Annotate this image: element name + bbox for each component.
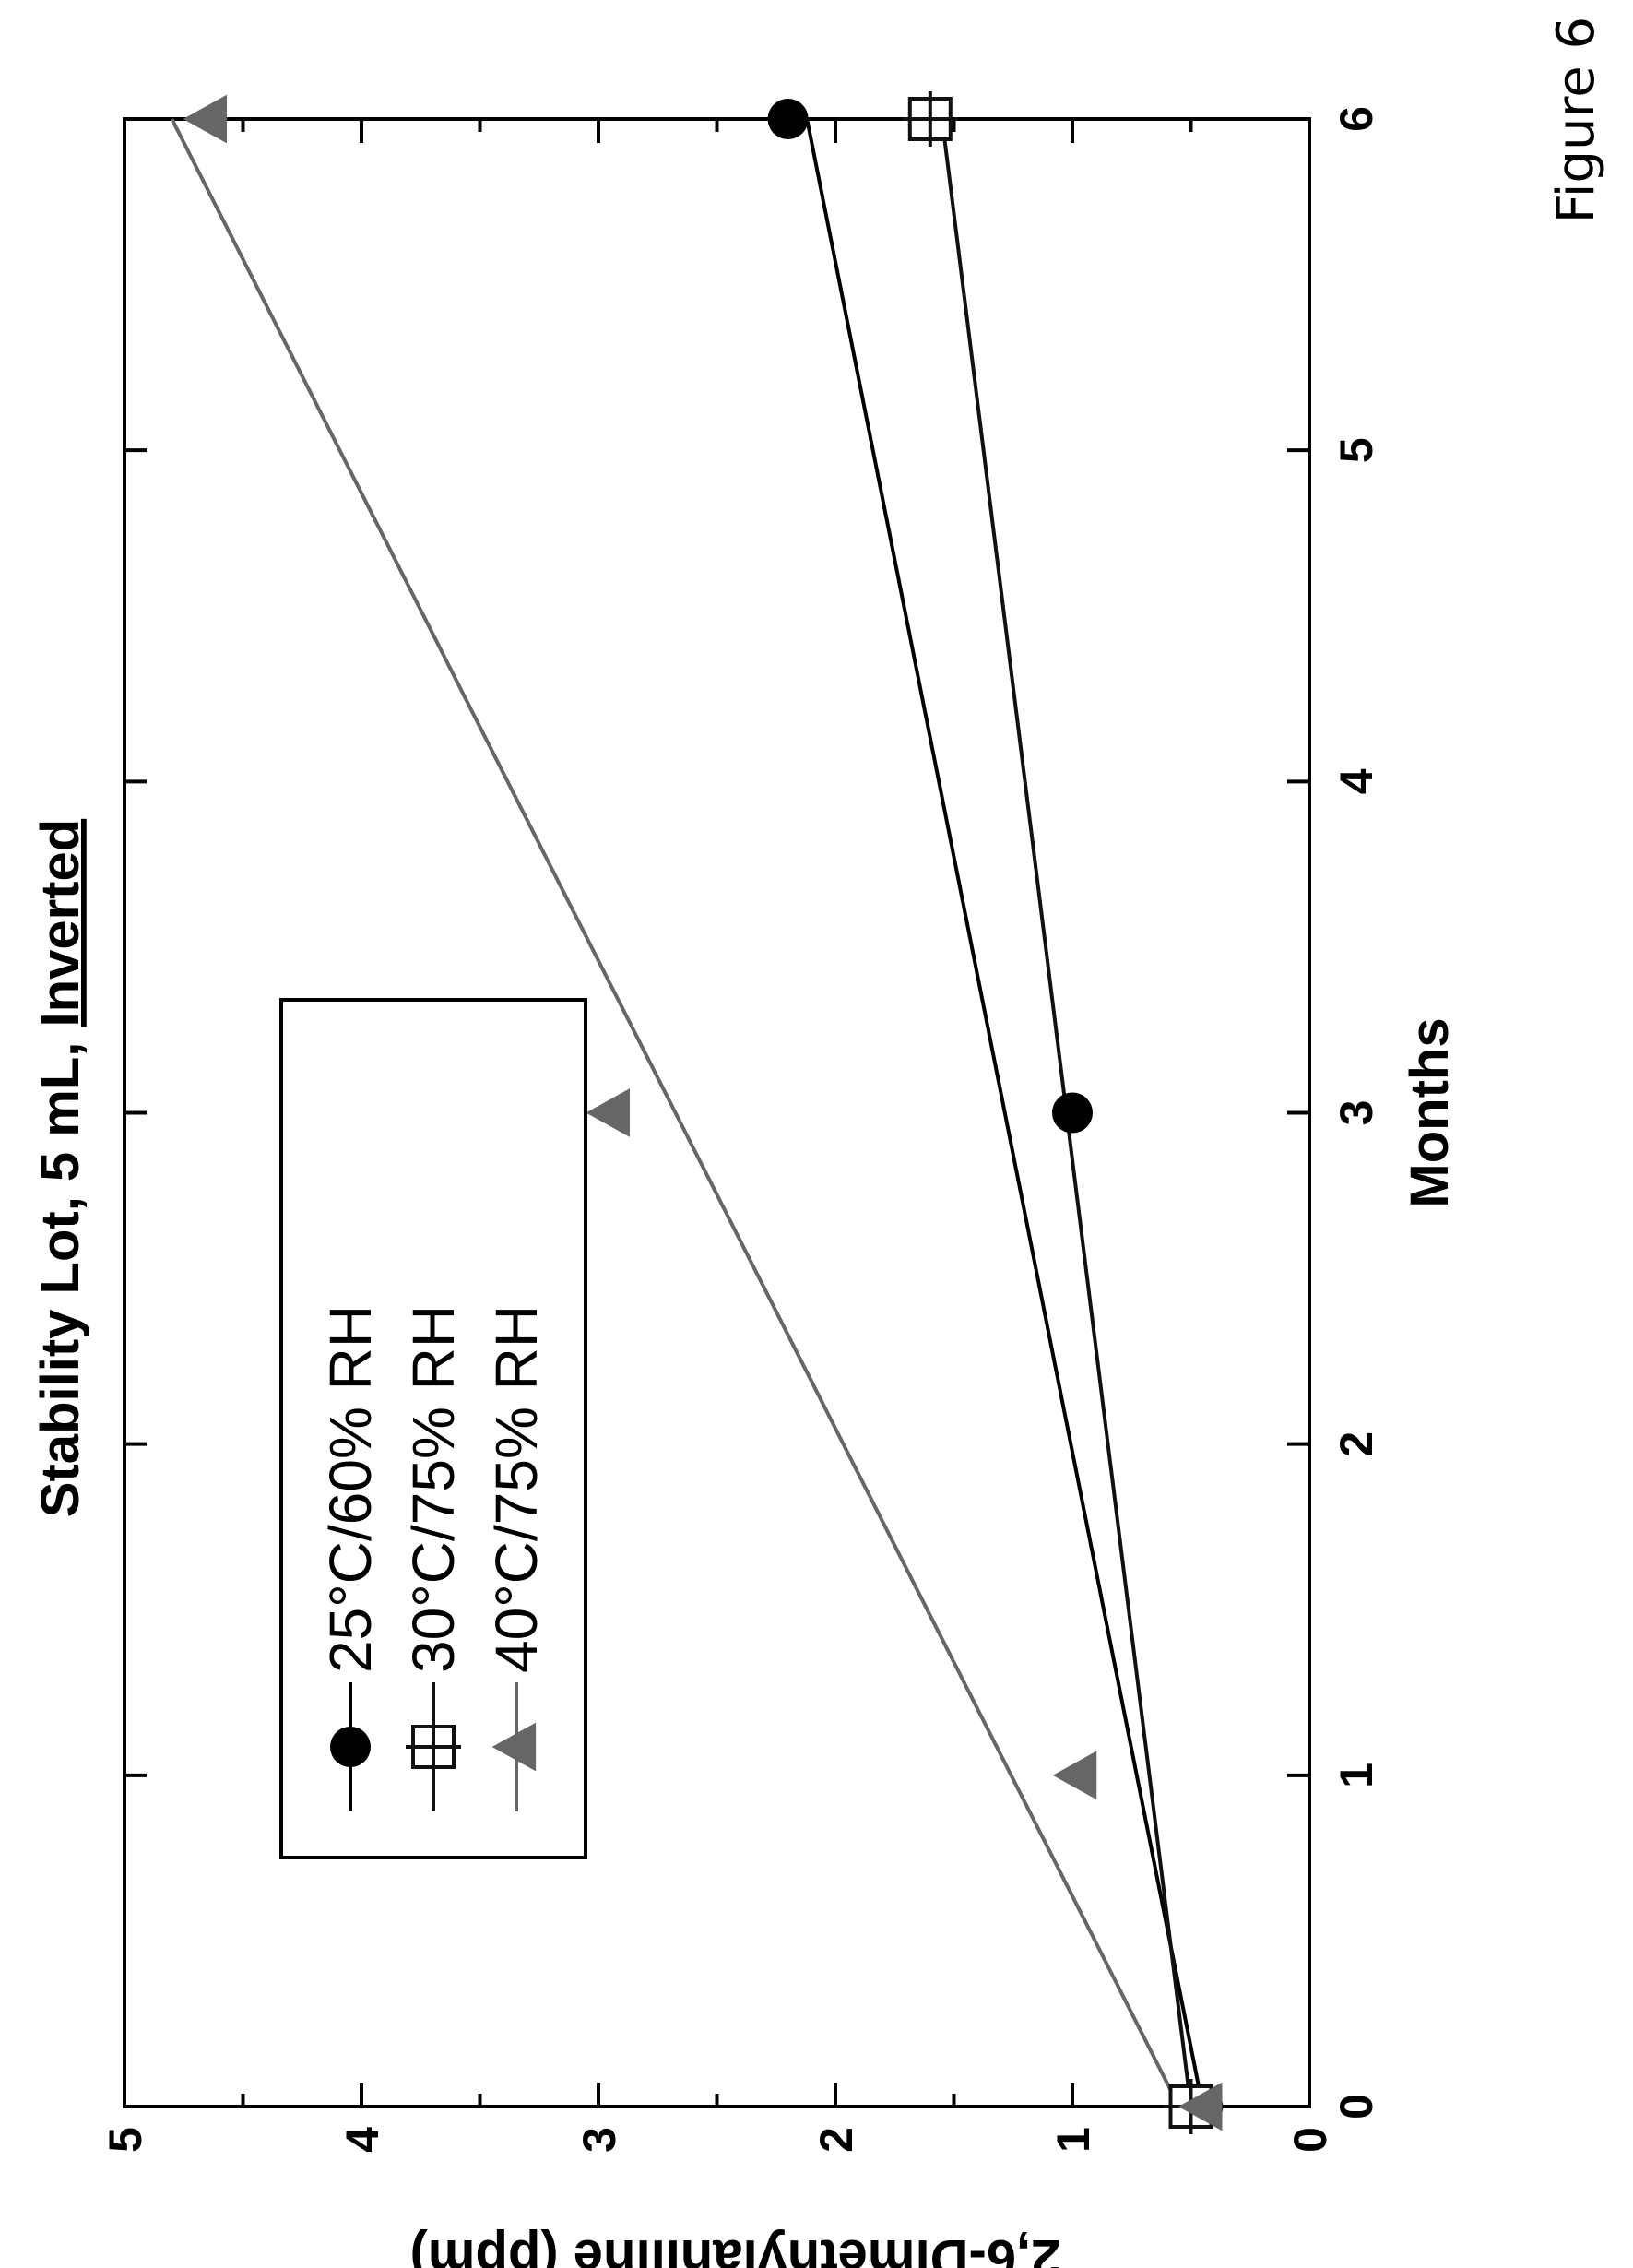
x-tick-label: 6 — [1331, 106, 1382, 132]
marker-series-3 — [1177, 2082, 1223, 2131]
legend-label-2: 30°C/75% RH — [400, 1305, 467, 1673]
x-tick-label: 3 — [1331, 1100, 1382, 1126]
marker-series-3 — [183, 94, 228, 144]
y-tick-label: 4 — [337, 2127, 388, 2153]
y-tick-label: 0 — [1284, 2127, 1336, 2153]
x-tick-label: 0 — [1331, 2094, 1382, 2120]
trend-line-series-1 — [805, 118, 1205, 2108]
marker-series-3 — [586, 1088, 630, 1137]
y-tick-label: 1 — [1047, 2127, 1099, 2153]
x-tick-label: 1 — [1331, 1763, 1382, 1788]
chart-title: Stability Lot, 5 mL, Inverted — [30, 819, 90, 1517]
y-tick-label: 5 — [100, 2127, 151, 2153]
legend-label-1: 25°C/60% RH — [317, 1305, 384, 1673]
chart-group: 0 1 2 3 4 5 6 0 1 2 3 4 5 Stability Lot, 5 mL, Inver… — [30, 91, 1460, 2268]
marker-series-1 — [767, 99, 809, 139]
legend-items: 25°C/60% RH 30°C/75% RH 40°C/75% RH — [317, 1305, 550, 1811]
chart-title-emphasis: Inverted — [30, 819, 90, 1027]
data-markers — [183, 91, 1224, 2134]
y-tick-label: 2 — [811, 2127, 862, 2153]
legend-label-3: 40°C/75% RH — [483, 1305, 550, 1673]
y-axis-label: 2,6-Dimethylaniline (ppm) — [410, 2228, 1061, 2268]
legend-marker-3 — [491, 1722, 537, 1772]
legend: 25°C/60% RH 30°C/75% RH 40°C/75% RH — [279, 998, 587, 1859]
y-tick-label: 3 — [574, 2127, 625, 2153]
marker-series-3 — [1052, 1751, 1097, 1800]
trend-line-series-3 — [170, 118, 1181, 2108]
legend-box — [279, 998, 587, 1859]
figure-label: Figure 6 — [1546, 17, 1606, 223]
axis-ticks: 0 1 2 3 4 5 6 0 1 2 3 4 5 — [100, 106, 1382, 2153]
x-tick-label: 4 — [1331, 768, 1382, 794]
x-axis-label: Months — [1400, 1017, 1460, 1207]
x-tick-label: 2 — [1331, 1431, 1382, 1457]
x-tick-label: 5 — [1331, 437, 1382, 463]
marker-series-1 — [1052, 1092, 1093, 1134]
chart-title-main: Stability Lot, 5 mL, — [30, 1027, 90, 1517]
legend-marker-1 — [330, 1727, 371, 1767]
